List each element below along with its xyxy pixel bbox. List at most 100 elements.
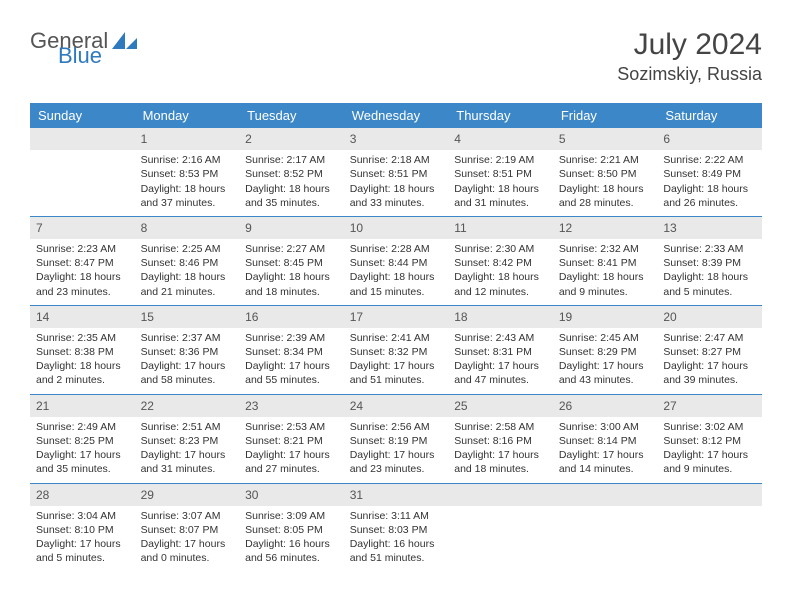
sunset-text: Sunset: 8:38 PM — [36, 345, 129, 359]
sunset-text: Sunset: 8:32 PM — [350, 345, 443, 359]
sunrise-text: Sunrise: 2:25 AM — [141, 242, 234, 256]
calendar-row: 28Sunrise: 3:04 AMSunset: 8:10 PMDayligh… — [30, 483, 762, 571]
calendar-cell: 6Sunrise: 2:22 AMSunset: 8:49 PMDaylight… — [657, 128, 762, 216]
day-number: 16 — [239, 306, 344, 328]
weekday-header: Thursday — [448, 103, 553, 128]
sunset-text: Sunset: 8:05 PM — [245, 523, 338, 537]
sunrise-text: Sunrise: 2:47 AM — [663, 331, 756, 345]
weekday-header: Sunday — [30, 103, 135, 128]
daylight-text: Daylight: 18 hours — [245, 182, 338, 196]
day-details: Sunrise: 2:22 AMSunset: 8:49 PMDaylight:… — [657, 150, 762, 216]
sunrise-text: Sunrise: 3:00 AM — [559, 420, 652, 434]
calendar-cell — [448, 483, 553, 571]
daylight-text: Daylight: 17 hours — [141, 537, 234, 551]
daylight-text: Daylight: 18 hours — [141, 270, 234, 284]
calendar-row: 14Sunrise: 2:35 AMSunset: 8:38 PMDayligh… — [30, 305, 762, 394]
daylight-text: and 33 minutes. — [350, 196, 443, 210]
calendar-cell: 17Sunrise: 2:41 AMSunset: 8:32 PMDayligh… — [344, 305, 449, 394]
daylight-text: and 58 minutes. — [141, 373, 234, 387]
calendar-cell: 23Sunrise: 2:53 AMSunset: 8:21 PMDayligh… — [239, 394, 344, 483]
day-details: Sunrise: 2:47 AMSunset: 8:27 PMDaylight:… — [657, 328, 762, 394]
sunset-text: Sunset: 8:21 PM — [245, 434, 338, 448]
day-number: 28 — [30, 484, 135, 506]
sunset-text: Sunset: 8:47 PM — [36, 256, 129, 270]
day-number: 12 — [553, 217, 658, 239]
sunrise-text: Sunrise: 2:51 AM — [141, 420, 234, 434]
sunset-text: Sunset: 8:46 PM — [141, 256, 234, 270]
sunrise-text: Sunrise: 2:21 AM — [559, 153, 652, 167]
day-number: 7 — [30, 217, 135, 239]
calendar-cell: 8Sunrise: 2:25 AMSunset: 8:46 PMDaylight… — [135, 216, 240, 305]
calendar-cell: 29Sunrise: 3:07 AMSunset: 8:07 PMDayligh… — [135, 483, 240, 571]
day-number: 20 — [657, 306, 762, 328]
sunrise-text: Sunrise: 3:02 AM — [663, 420, 756, 434]
daylight-text: and 47 minutes. — [454, 373, 547, 387]
sunset-text: Sunset: 8:14 PM — [559, 434, 652, 448]
calendar-cell: 19Sunrise: 2:45 AMSunset: 8:29 PMDayligh… — [553, 305, 658, 394]
day-details: Sunrise: 2:45 AMSunset: 8:29 PMDaylight:… — [553, 328, 658, 394]
calendar-cell: 30Sunrise: 3:09 AMSunset: 8:05 PMDayligh… — [239, 483, 344, 571]
calendar-cell — [30, 128, 135, 216]
daylight-text: and 27 minutes. — [245, 462, 338, 476]
sunrise-text: Sunrise: 2:58 AM — [454, 420, 547, 434]
calendar-cell: 25Sunrise: 2:58 AMSunset: 8:16 PMDayligh… — [448, 394, 553, 483]
day-details: Sunrise: 2:51 AMSunset: 8:23 PMDaylight:… — [135, 417, 240, 483]
weekday-header: Wednesday — [344, 103, 449, 128]
sunset-text: Sunset: 8:44 PM — [350, 256, 443, 270]
sunrise-text: Sunrise: 3:09 AM — [245, 509, 338, 523]
logo-text-blue: Blue — [58, 43, 166, 69]
day-number: 14 — [30, 306, 135, 328]
day-details: Sunrise: 3:04 AMSunset: 8:10 PMDaylight:… — [30, 506, 135, 572]
day-number: 23 — [239, 395, 344, 417]
calendar-cell: 18Sunrise: 2:43 AMSunset: 8:31 PMDayligh… — [448, 305, 553, 394]
sunset-text: Sunset: 8:41 PM — [559, 256, 652, 270]
daylight-text: Daylight: 17 hours — [663, 359, 756, 373]
sunset-text: Sunset: 8:50 PM — [559, 167, 652, 181]
day-details: Sunrise: 3:09 AMSunset: 8:05 PMDaylight:… — [239, 506, 344, 572]
calendar-cell — [553, 483, 658, 571]
day-number: 21 — [30, 395, 135, 417]
daylight-text: Daylight: 17 hours — [36, 537, 129, 551]
daylight-text: and 5 minutes. — [663, 285, 756, 299]
calendar-cell: 22Sunrise: 2:51 AMSunset: 8:23 PMDayligh… — [135, 394, 240, 483]
calendar-cell: 24Sunrise: 2:56 AMSunset: 8:19 PMDayligh… — [344, 394, 449, 483]
weekday-header: Monday — [135, 103, 240, 128]
calendar-cell: 13Sunrise: 2:33 AMSunset: 8:39 PMDayligh… — [657, 216, 762, 305]
daylight-text: and 55 minutes. — [245, 373, 338, 387]
calendar-cell: 31Sunrise: 3:11 AMSunset: 8:03 PMDayligh… — [344, 483, 449, 571]
sunrise-text: Sunrise: 3:11 AM — [350, 509, 443, 523]
daylight-text: and 31 minutes. — [141, 462, 234, 476]
calendar-cell: 20Sunrise: 2:47 AMSunset: 8:27 PMDayligh… — [657, 305, 762, 394]
daylight-text: Daylight: 18 hours — [454, 182, 547, 196]
daylight-text: and 43 minutes. — [559, 373, 652, 387]
daylight-text: Daylight: 17 hours — [559, 359, 652, 373]
month-title: July 2024 — [617, 28, 762, 62]
sunset-text: Sunset: 8:29 PM — [559, 345, 652, 359]
sunset-text: Sunset: 8:36 PM — [141, 345, 234, 359]
sunrise-text: Sunrise: 3:04 AM — [36, 509, 129, 523]
day-number: 31 — [344, 484, 449, 506]
sunset-text: Sunset: 8:45 PM — [245, 256, 338, 270]
calendar-cell: 14Sunrise: 2:35 AMSunset: 8:38 PMDayligh… — [30, 305, 135, 394]
day-details: Sunrise: 2:19 AMSunset: 8:51 PMDaylight:… — [448, 150, 553, 216]
sunrise-text: Sunrise: 2:28 AM — [350, 242, 443, 256]
calendar-cell: 2Sunrise: 2:17 AMSunset: 8:52 PMDaylight… — [239, 128, 344, 216]
sunset-text: Sunset: 8:49 PM — [663, 167, 756, 181]
sunrise-text: Sunrise: 2:32 AM — [559, 242, 652, 256]
weekday-header: Tuesday — [239, 103, 344, 128]
day-number: 17 — [344, 306, 449, 328]
day-number: 26 — [553, 395, 658, 417]
daylight-text: Daylight: 17 hours — [245, 359, 338, 373]
daylight-text: and 51 minutes. — [350, 373, 443, 387]
day-number: 4 — [448, 128, 553, 150]
daylight-text: Daylight: 17 hours — [350, 448, 443, 462]
day-number: 6 — [657, 128, 762, 150]
day-details: Sunrise: 2:27 AMSunset: 8:45 PMDaylight:… — [239, 239, 344, 305]
daylight-text: and 37 minutes. — [141, 196, 234, 210]
daylight-text: and 39 minutes. — [663, 373, 756, 387]
daylight-text: Daylight: 18 hours — [559, 182, 652, 196]
daylight-text: Daylight: 18 hours — [36, 270, 129, 284]
daylight-text: Daylight: 17 hours — [36, 448, 129, 462]
calendar-row: 21Sunrise: 2:49 AMSunset: 8:25 PMDayligh… — [30, 394, 762, 483]
sunset-text: Sunset: 8:16 PM — [454, 434, 547, 448]
